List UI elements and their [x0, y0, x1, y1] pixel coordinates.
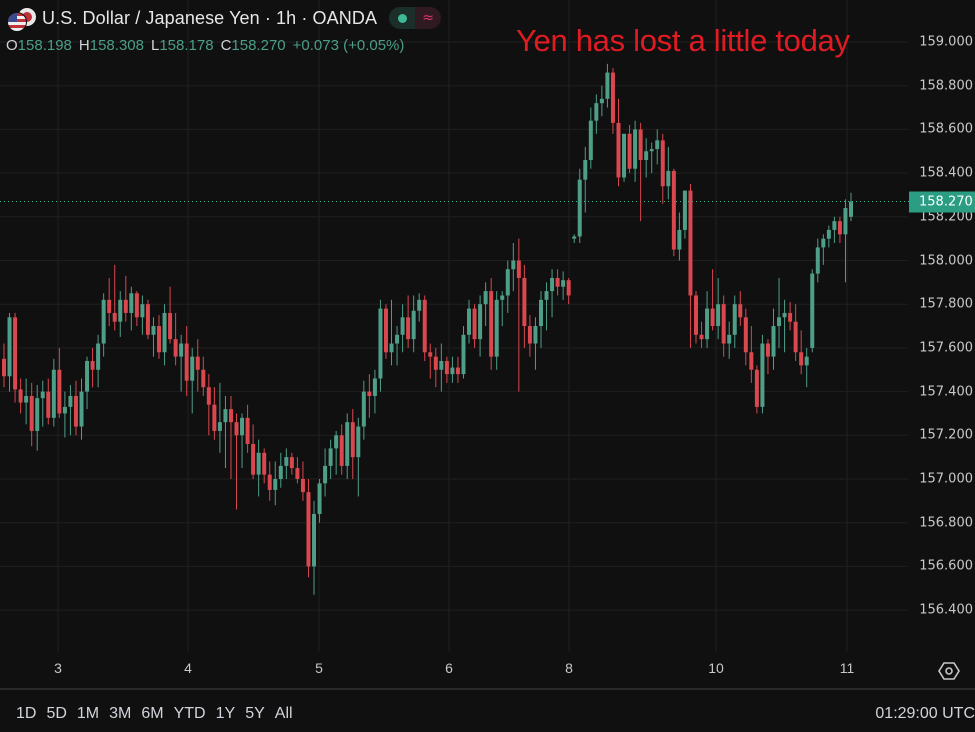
time-tick-label: 3 — [54, 660, 62, 676]
utc-clock[interactable]: 01:29:00 UTC — [875, 705, 975, 722]
approx-wave-icon: ≈ — [415, 7, 442, 29]
time-tick-label: 4 — [184, 660, 192, 676]
time-tick-label: 8 — [565, 660, 573, 676]
last-price-label: 158.270 — [909, 191, 975, 212]
price-tick-label: 156.800 — [919, 515, 973, 531]
close-label: C — [220, 37, 232, 54]
change-value: +0.073 (+0.05%) — [292, 37, 405, 54]
price-tick-label: 157.000 — [919, 471, 973, 487]
range-button-all[interactable]: All — [274, 705, 293, 722]
range-button-5d[interactable]: 5D — [46, 705, 67, 722]
market-status-pill[interactable]: ≈ — [389, 7, 442, 29]
range-button-1y[interactable]: 1Y — [215, 705, 236, 722]
time-tick-label: 11 — [839, 660, 855, 676]
low-value: 158.178 — [159, 37, 214, 54]
price-tick-label: 157.400 — [919, 384, 973, 400]
price-tick-label: 157.200 — [919, 427, 973, 443]
divider — [0, 688, 975, 690]
price-tick-label: 158.600 — [919, 121, 973, 137]
range-buttons: 1D 5D 1M 3M 6M YTD 1Y 5Y All — [16, 705, 293, 723]
low-label: L — [150, 37, 160, 54]
chart-header: U.S. Dollar / Japanese Yen · 1h · OANDA … — [6, 5, 442, 32]
close-value: 158.270 — [231, 37, 286, 54]
price-tick-label: 157.600 — [919, 340, 973, 356]
range-button-1d[interactable]: 1D — [16, 705, 37, 722]
annotation-text: Yen has lost a little today — [516, 23, 850, 58]
ohlc-legend: O158.198 H158.308 L158.178 C158.270 +0.0… — [6, 37, 404, 54]
range-button-6m[interactable]: 6M — [141, 705, 164, 722]
grid-lines — [0, 0, 908, 652]
price-tick-label: 157.800 — [919, 296, 973, 312]
range-button-ytd[interactable]: YTD — [173, 705, 206, 722]
open-label: O — [6, 37, 18, 54]
time-tick-label: 10 — [708, 660, 724, 676]
price-tick-label: 156.600 — [919, 558, 973, 574]
open-value: 158.198 — [17, 37, 72, 54]
symbol-title[interactable]: U.S. Dollar / Japanese Yen · 1h · OANDA — [42, 7, 378, 28]
high-label: H — [78, 37, 90, 54]
price-tick-label: 158.800 — [919, 78, 973, 94]
range-button-5y[interactable]: 5Y — [245, 705, 265, 722]
settings-hexagon-icon[interactable] — [938, 660, 960, 682]
price-tick-label: 158.200 — [919, 209, 973, 225]
range-button-1m[interactable]: 1M — [76, 705, 100, 722]
price-tick-label: 158.400 — [919, 165, 973, 181]
price-tick-label: 158.000 — [919, 253, 973, 268]
range-button-3m[interactable]: 3M — [109, 705, 132, 722]
time-tick-label: 5 — [315, 660, 323, 676]
time-tick-label: 6 — [445, 660, 453, 676]
high-value: 158.308 — [89, 37, 144, 54]
usd-jpy-flag-icon — [6, 6, 36, 32]
candles — [2, 63, 853, 595]
price-tick-label: 156.400 — [919, 602, 973, 618]
green-dot-icon — [389, 7, 416, 29]
price-tick-label: 159.000 — [919, 34, 973, 50]
